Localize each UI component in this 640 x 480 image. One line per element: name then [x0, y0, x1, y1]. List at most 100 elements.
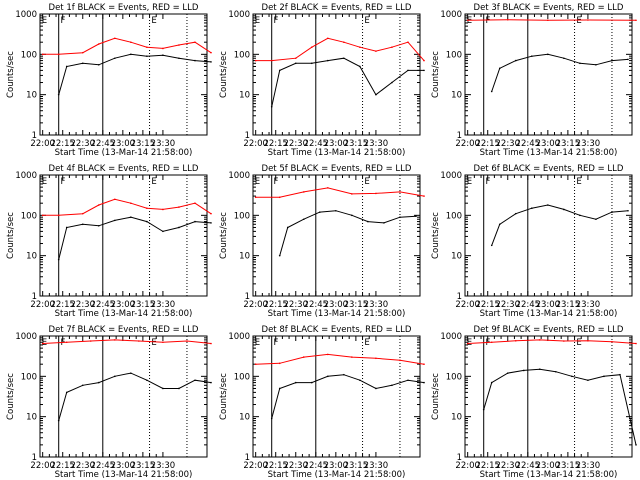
x-tick-label: 23:00 [324, 461, 349, 471]
data-point-lld [278, 196, 281, 199]
data-point-events [97, 225, 100, 227]
data-point-lld [635, 19, 637, 22]
y-tick-label: 1 [245, 131, 250, 141]
data-point-lld [423, 59, 425, 62]
data-point-lld [97, 204, 100, 206]
data-point-events [146, 379, 148, 382]
y-tick-label: 1 [245, 453, 250, 463]
y-tick-label: 1 [245, 292, 250, 302]
x-tick-label: 23:15 [344, 461, 369, 471]
data-point-events [375, 93, 377, 96]
data-point-events [81, 62, 84, 65]
series-line-lld [255, 353, 425, 365]
x-tick-label: 22:45 [91, 461, 116, 471]
data-point-events [178, 57, 180, 60]
x-tick-label: 23:00 [111, 461, 136, 471]
plot-frame [39, 13, 208, 136]
y-tick-label: 1000 [440, 171, 462, 181]
data-point-lld [375, 192, 377, 195]
event-marker-letter: E [576, 16, 581, 26]
data-point-lld [162, 47, 164, 50]
data-point-events [579, 62, 581, 65]
data-point-events [114, 375, 116, 378]
y-tick-label: 100 [234, 211, 250, 221]
series-line-events [279, 210, 417, 256]
y-tick-label: 1000 [440, 332, 462, 342]
y-tick-label: 1000 [228, 171, 250, 181]
y-tick-label: 100 [446, 372, 462, 382]
y-axis-label: Counts/sec [219, 373, 229, 420]
data-point-lld [41, 53, 44, 56]
y-axis-label: Counts/sec [219, 51, 229, 98]
y-tick-label: 10 [451, 413, 462, 423]
series-line-events [58, 216, 212, 260]
y-tick-label: 1000 [228, 332, 250, 342]
data-point-lld [359, 46, 361, 49]
data-point-events [587, 379, 589, 382]
data-point-lld [635, 342, 637, 345]
event-marker-letter: E [151, 177, 156, 187]
data-point-events [514, 212, 517, 215]
plot-frame [39, 335, 208, 458]
x-tick-label: 22:15 [263, 300, 288, 310]
x-tick-label: 22:45 [304, 300, 329, 310]
y-axis-label: Counts/sec [431, 373, 441, 420]
y-tick-label: 1 [457, 292, 462, 302]
data-point-lld [375, 50, 377, 52]
data-point-events [335, 209, 337, 212]
data-point-events [619, 373, 621, 376]
chart-title: Det 7f BLACK = Events, RED = LLD [49, 325, 199, 335]
data-point-events [359, 379, 361, 382]
x-axis-label: Start Time (13-Mar-14 21:58:00) [55, 309, 193, 319]
chart-panel-5: Det 5f BLACK = Events, RED = LLD 1 10 100 10… [219, 164, 425, 319]
data-point-events [423, 381, 425, 384]
event-marker-letter: E [467, 16, 472, 26]
x-tick-label: 22:45 [304, 139, 329, 149]
x-tick-label: 23:15 [556, 461, 581, 471]
data-point-lld [114, 198, 116, 201]
series-line-events [271, 57, 424, 107]
data-point-lld [162, 208, 164, 211]
x-tick-label: 22:15 [263, 461, 288, 471]
y-tick-label: 100 [234, 372, 250, 382]
data-point-events [611, 211, 613, 213]
data-point-events [627, 58, 629, 61]
plot-frame [252, 335, 421, 458]
data-point-events [319, 211, 321, 213]
data-point-events [635, 444, 637, 446]
data-point-lld [351, 193, 353, 195]
chart-panel-2: Det 2f BLACK = Events, RED = LLD 1 10 100 10… [219, 3, 425, 158]
x-tick-label: 23:15 [131, 300, 156, 310]
y-tick-label: 100 [446, 211, 462, 221]
x-tick-label: 22:30 [284, 300, 309, 310]
chart-panel-1: Det 1f BLACK = Events, RED = LLD 1 10 100 10… [6, 3, 212, 158]
x-axis-label: Start Time (13-Mar-14 21:58:00) [268, 148, 406, 158]
data-point-lld [310, 46, 313, 49]
chart-title: Det 1f BLACK = Events, RED = LLD [49, 3, 199, 13]
data-point-events [178, 226, 180, 229]
y-tick-label: 1 [32, 453, 37, 463]
x-tick-label: 23:15 [556, 300, 581, 310]
data-point-events [278, 69, 281, 72]
data-point-lld [563, 340, 565, 342]
data-point-events [611, 59, 613, 62]
y-tick-label: 100 [21, 211, 37, 221]
x-tick-label: 23:15 [131, 461, 156, 471]
data-point-events [359, 65, 361, 68]
y-tick-label: 10 [239, 413, 250, 423]
y-tick-label: 1 [457, 453, 462, 463]
data-point-events [407, 69, 409, 72]
x-tick-label: 22:15 [50, 461, 75, 471]
event-marker-letter: F [486, 177, 491, 187]
data-point-events [97, 381, 100, 384]
x-tick-label: 22:00 [30, 461, 55, 471]
event-marker-letter: F [61, 16, 66, 26]
data-point-lld [114, 37, 116, 40]
chart-title: Det 4f BLACK = Events, RED = LLD [49, 164, 199, 174]
data-point-lld [254, 196, 257, 199]
data-point-events [547, 53, 549, 56]
data-point-events [65, 391, 68, 394]
data-point-events [391, 81, 393, 84]
x-tick-label: 23:00 [536, 300, 561, 310]
series-line-lld [467, 339, 637, 344]
